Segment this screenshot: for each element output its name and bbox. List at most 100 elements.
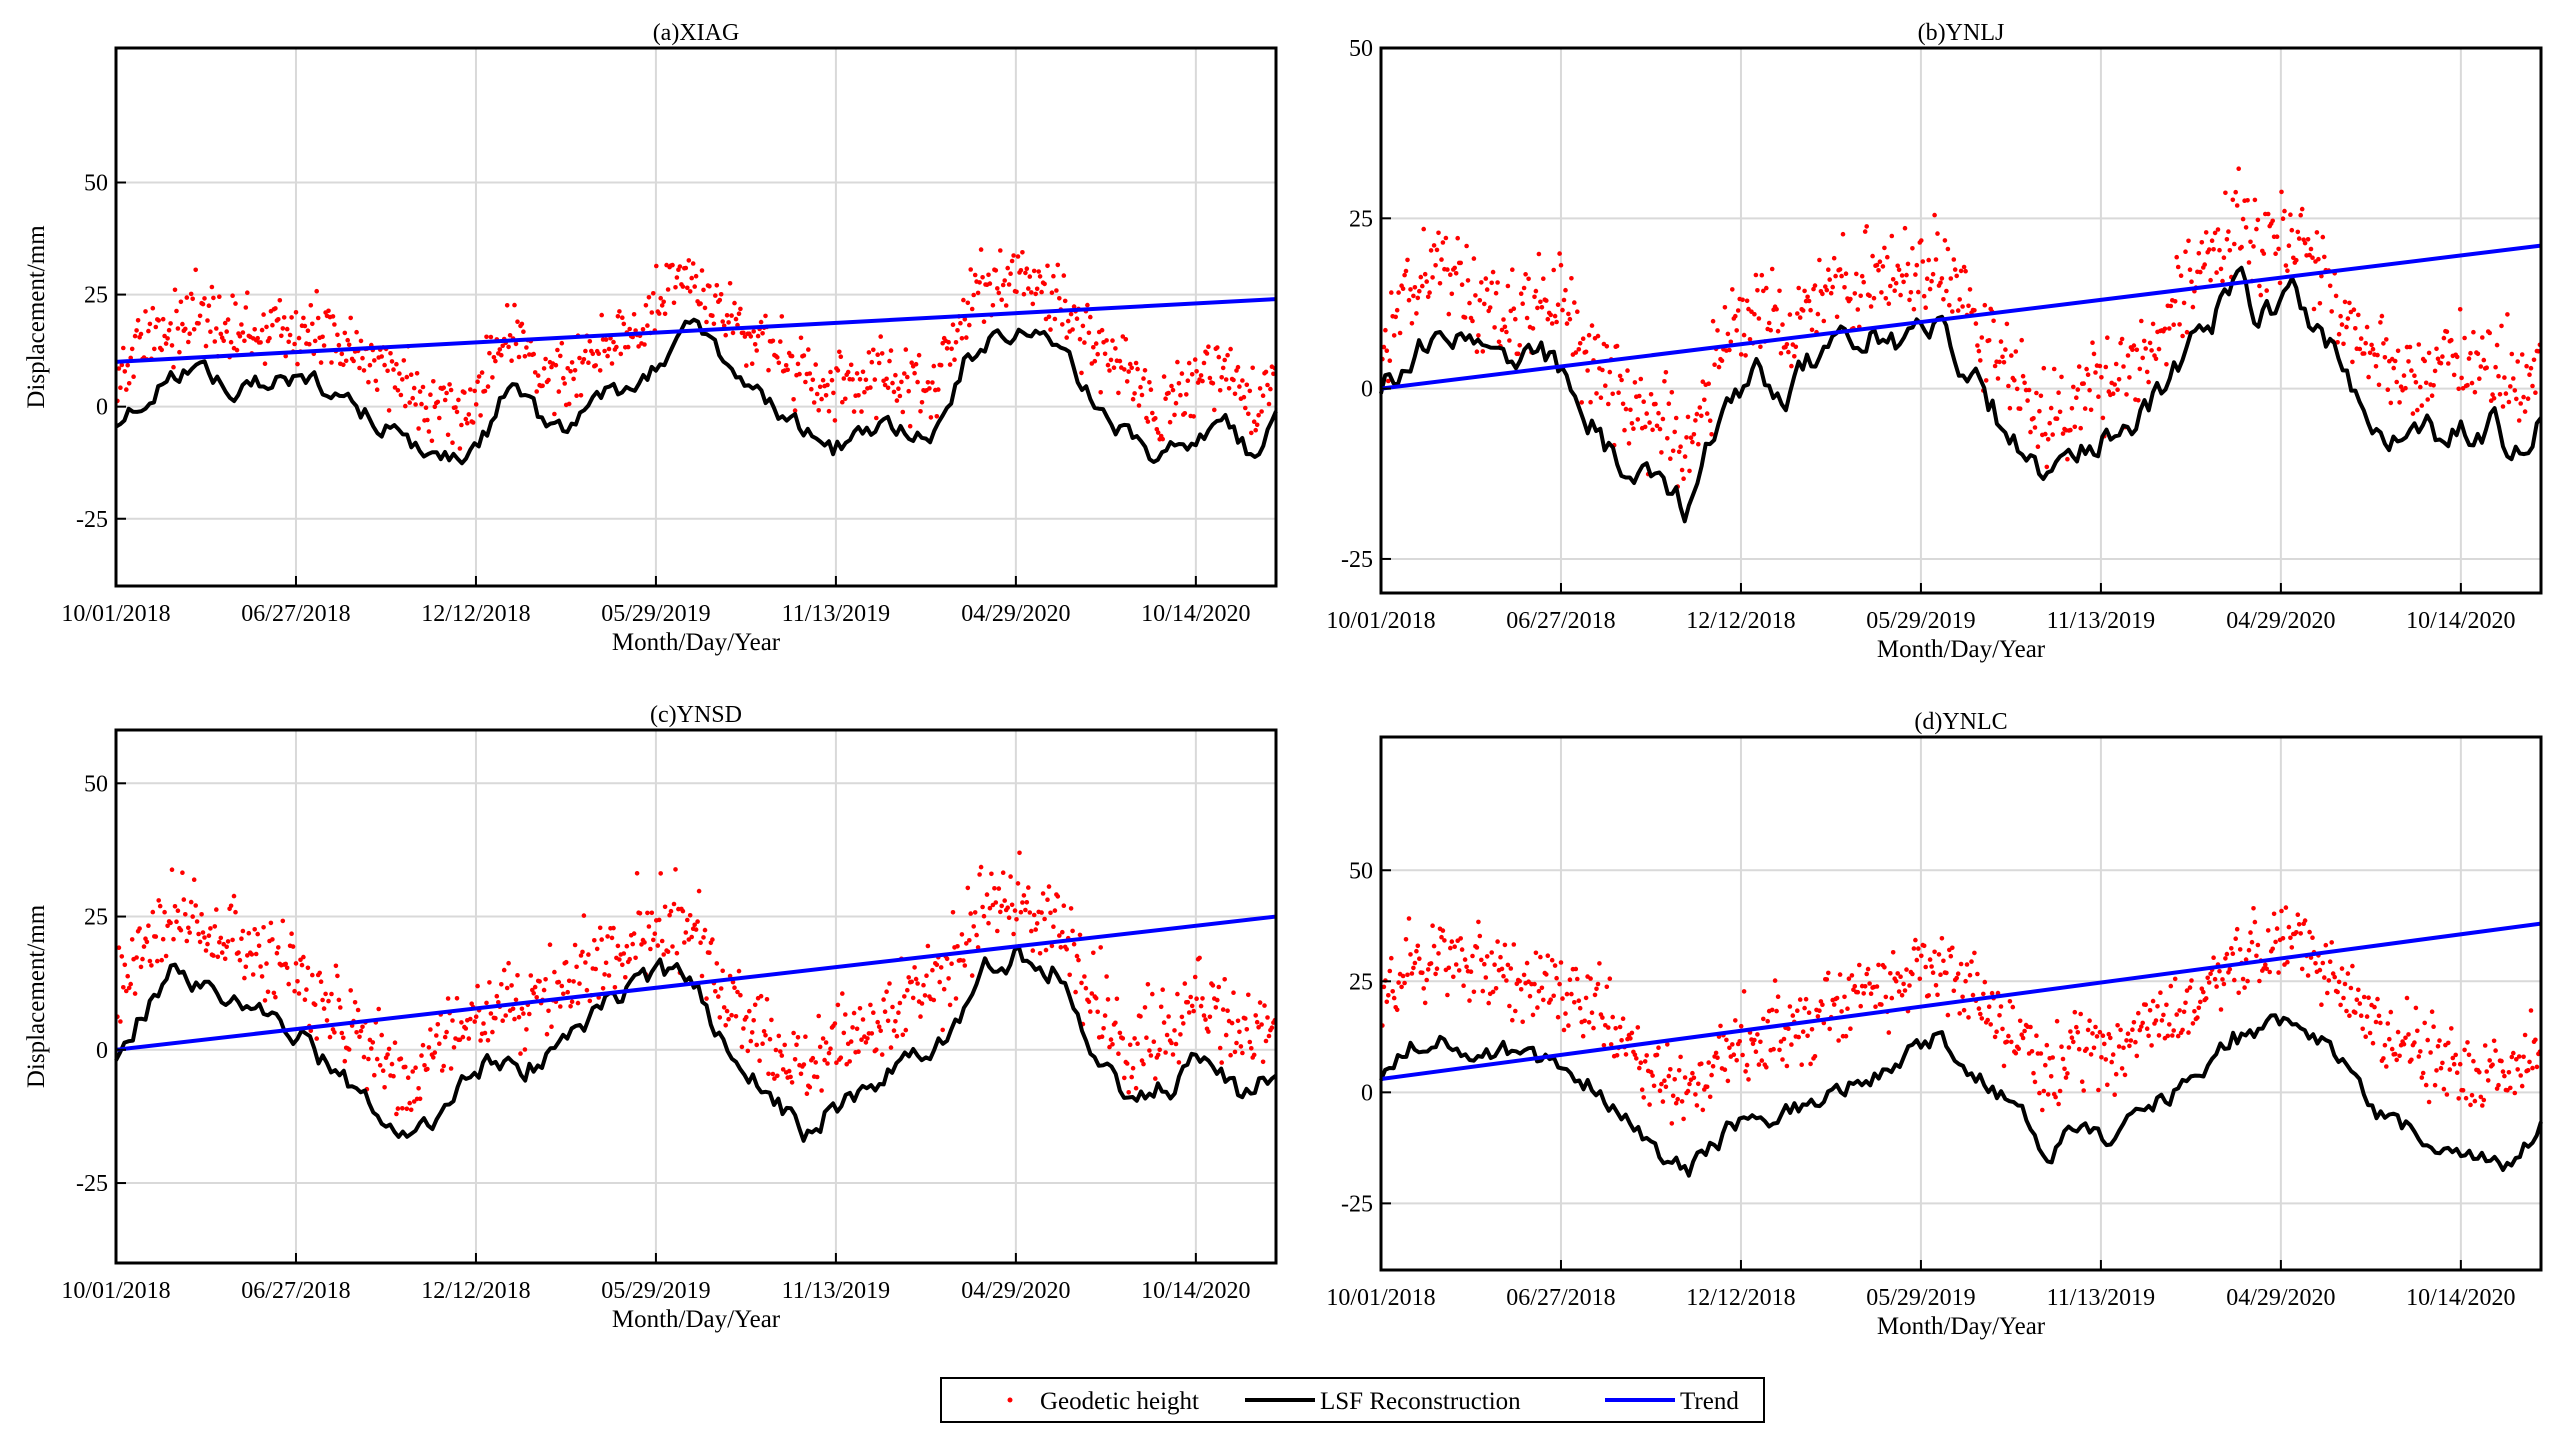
geodetic-point (1586, 1020, 1592, 1025)
geodetic-point (197, 939, 203, 945)
geodetic-point (885, 1018, 891, 1024)
geodetic-point (2044, 464, 2050, 470)
geodetic-point (2406, 1032, 2411, 1037)
geodetic-point (817, 1044, 823, 1050)
geodetic-point (1068, 906, 1074, 911)
geodetic-point (806, 347, 811, 352)
geodetic-point (1908, 290, 1914, 295)
geodetic-point (264, 324, 269, 330)
geodetic-point (2075, 1030, 2081, 1035)
geodetic-point (615, 943, 621, 949)
geodetic-point (704, 319, 709, 325)
geodetic-point (2519, 1083, 2525, 1089)
geodetic-point (1402, 272, 1407, 278)
geodetic-point (1709, 1072, 1714, 1078)
geodetic-point (1555, 302, 1561, 308)
geodetic-point (240, 928, 246, 934)
geodetic-point (394, 361, 399, 367)
geodetic-point (1799, 1062, 1804, 1067)
geodetic-point (296, 335, 302, 341)
geodetic-point (736, 968, 742, 974)
geodetic-point (245, 290, 250, 296)
geodetic-point (419, 401, 424, 407)
geodetic-point (1886, 1030, 1892, 1035)
geodetic-point (273, 306, 278, 311)
geodetic-point (1116, 390, 1121, 396)
geodetic-point (2354, 997, 2360, 1002)
geodetic-point (659, 303, 665, 308)
geodetic-point (1938, 972, 1943, 977)
geodetic-point (250, 972, 256, 977)
geodetic-point (231, 893, 237, 899)
geodetic-point (879, 351, 885, 356)
geodetic-point (323, 991, 328, 997)
geodetic-point (2413, 380, 2419, 385)
geodetic-point (360, 355, 365, 361)
geodetic-point (1588, 976, 1593, 981)
geodetic-point (1433, 263, 1438, 268)
geodetic-point (2043, 431, 2048, 437)
geodetic-point (2029, 1049, 2035, 1054)
geodetic-point (1665, 1042, 1670, 1047)
geodetic-point (2208, 277, 2213, 283)
geodetic-point (2143, 1002, 2148, 1007)
geodetic-point (1015, 881, 1021, 886)
geodetic-point (2177, 1008, 2182, 1013)
geodetic-point (531, 351, 536, 357)
geodetic-point (1740, 1052, 1745, 1058)
geodetic-point (1607, 369, 1613, 375)
geodetic-point (366, 1056, 371, 1062)
geodetic-point (856, 393, 861, 398)
geodetic-point (473, 402, 479, 407)
geodetic-point (299, 962, 305, 968)
geodetic-point (2198, 999, 2203, 1005)
geodetic-point (841, 376, 847, 381)
geodetic-point (1963, 268, 1968, 274)
geodetic-point (222, 320, 228, 326)
geodetic-point (593, 966, 598, 972)
geodetic-point (2428, 1050, 2433, 1055)
geodetic-point (944, 956, 950, 962)
geodetic-point (1489, 280, 1494, 286)
geodetic-point (1601, 1043, 1607, 1048)
geodetic-point (258, 964, 263, 969)
geodetic-point (335, 332, 340, 338)
geodetic-point (339, 1030, 345, 1036)
geodetic-point (677, 264, 683, 269)
geodetic-point (1263, 1038, 1269, 1044)
geodetic-point (374, 387, 380, 393)
geodetic-point (1511, 306, 1517, 312)
geodetic-point (791, 397, 796, 402)
geodetic-point (565, 366, 570, 371)
geodetic-point (1240, 1050, 1245, 1056)
geodetic-point (1430, 275, 1435, 280)
geodetic-point (1672, 429, 1677, 435)
geodetic-point (1868, 991, 1874, 996)
geodetic-point (1857, 962, 1862, 968)
geodetic-point (2527, 372, 2532, 378)
geodetic-point (1569, 991, 1574, 997)
geodetic-point (218, 331, 224, 337)
geodetic-point (1505, 283, 1511, 289)
geodetic-point (1467, 998, 1472, 1003)
geodetic-point (555, 347, 560, 353)
geodetic-point (448, 387, 454, 393)
geodetic-point (1533, 950, 1539, 956)
geodetic-point (1998, 339, 2004, 344)
geodetic-point (230, 937, 235, 943)
geodetic-point (2265, 928, 2271, 933)
geodetic-point (153, 934, 159, 939)
geodetic-point (1588, 399, 1593, 405)
geodetic-point (918, 409, 923, 414)
geodetic-point (1944, 970, 1949, 976)
geodetic-point (1706, 1060, 1711, 1065)
geodetic-point (2128, 1038, 2134, 1043)
geodetic-point (811, 400, 817, 405)
geodetic-point (500, 1018, 506, 1023)
geodetic-point (1095, 351, 1100, 357)
geodetic-point (124, 988, 129, 994)
geodetic-point (493, 1015, 498, 1021)
geodetic-point (355, 1007, 361, 1013)
chart-title: (d)YNLC (1914, 709, 2007, 735)
geodetic-point (2295, 912, 2301, 917)
